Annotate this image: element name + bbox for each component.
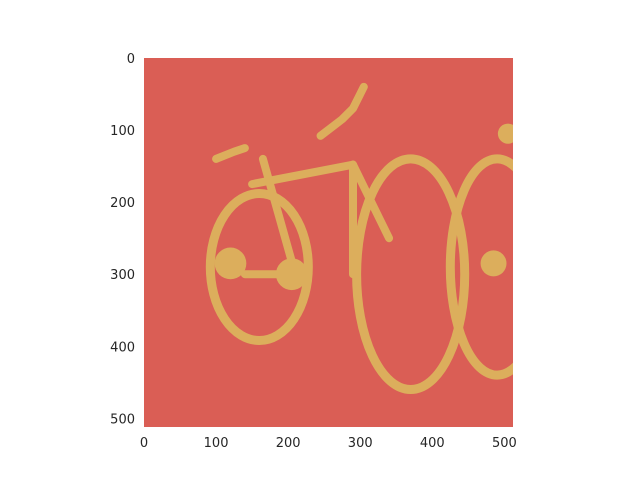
x-tick-label: 0 (140, 436, 148, 451)
mask-rear-wheel (205, 188, 313, 346)
y-tick-label: 300 (110, 268, 135, 283)
y-tick-label: 100 (110, 124, 135, 139)
x-tick-label: 400 (420, 436, 445, 451)
mask-crank-hub (275, 258, 308, 291)
mask-next-bike-wheel (445, 154, 513, 380)
y-tick-label: 400 (110, 340, 135, 355)
x-tick-label: 100 (204, 436, 229, 451)
x-tick-label: 300 (348, 436, 373, 451)
y-tick-label: 200 (110, 196, 135, 211)
mask-seat-tube (258, 154, 300, 279)
mask-saddle (212, 144, 249, 163)
mask-next-bike-hub (480, 250, 507, 277)
y-axis: 0 100 200 300 400 500 (110, 52, 135, 427)
mask-rear-hub-blob (214, 247, 247, 280)
plot-background (144, 58, 513, 427)
x-tick-label: 500 (492, 436, 517, 451)
mask-next-bike-top (497, 123, 513, 144)
x-axis: 0 100 200 300 400 500 (140, 436, 517, 451)
mask-handlebar (316, 82, 368, 140)
y-tick-label: 0 (127, 52, 135, 67)
segmentation-mask (205, 82, 513, 395)
mask-fork (349, 160, 394, 243)
x-tick-label: 200 (276, 436, 301, 451)
y-tick-label: 500 (110, 412, 135, 427)
